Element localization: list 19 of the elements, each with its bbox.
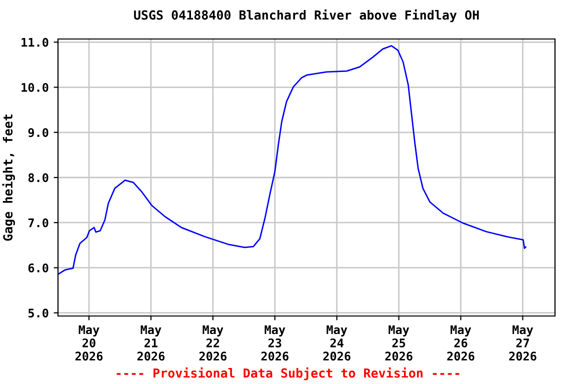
x-tick-label: May 21 2026 [137,325,165,361]
line-series [58,45,526,275]
text: ---- Provisional Data Subject to Revision ---- [116,367,460,380]
x-tick-label: May 24 2026 [323,325,350,361]
x-tick-label: May 25 2026 [385,325,412,361]
x-tick-label: May 20 2026 [75,325,103,361]
x-tick-label: May 27 2026 [509,325,536,361]
x-tick-label: May 26 2026 [447,325,474,361]
x-tick-label: May 23 2026 [261,325,288,361]
x-tick-label: May 22 2026 [199,325,226,361]
y-axis-title: Gage height, feet [2,114,15,241]
y-tick-label: 6.0 [28,263,48,272]
y-tick-label: 9.0 [28,128,48,138]
y-tick-label: 7.0 [28,218,48,228]
chart-title: USGS 04188400 Blanchard River above Findlay OH [134,9,479,22]
y-tick-label: 5.0 [28,308,48,318]
y-tick-label: 10.0 [22,82,48,92]
y-tick-label: 11.0 [22,38,48,47]
y-tick-label: 8.0 [28,173,48,182]
